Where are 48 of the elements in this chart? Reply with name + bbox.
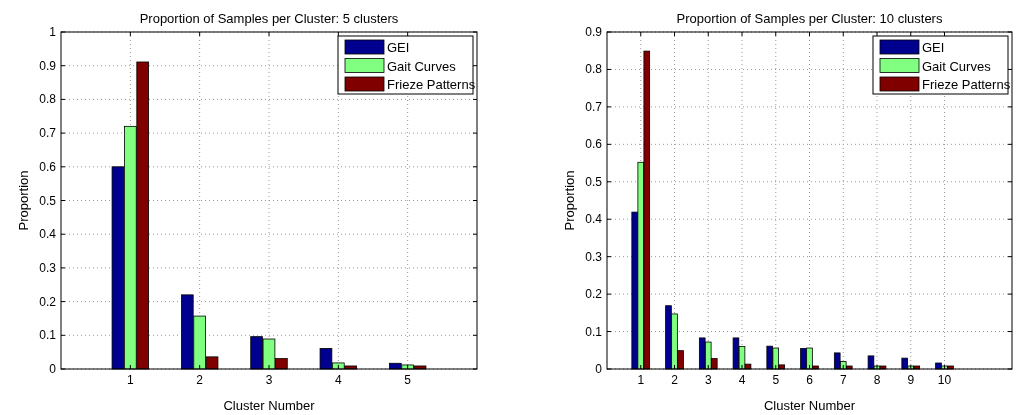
legend-label: Gait Curves [922,58,992,74]
x-axis-title: Cluster Number [223,398,316,413]
y-tick-label: 0.9 [39,58,57,73]
y-tick-label: 0.5 [585,174,603,189]
x-tick-label: 3 [704,373,712,387]
x-tick-label: 9 [907,373,915,387]
legend-label: GEI [922,40,945,55]
y-tick-label: 0.4 [39,227,57,242]
x-tick-label: 4 [334,373,342,387]
chart-title: Proportion of Samples per Cluster: 5 clusters [139,11,399,26]
y-tick-label: 0.5 [39,193,57,208]
y-tick-label: 0.1 [585,324,603,339]
legend-label: GEI [387,40,410,55]
y-tick-label: 0.6 [585,137,603,152]
x-tick-label: 1 [126,373,134,387]
x-tick-label: 7 [839,373,847,387]
y-tick-label: 0.1 [39,328,57,343]
y-tick-label: 0.8 [585,62,603,77]
y-tick-label: 0.2 [585,287,603,302]
y-axis-title: Proportion [562,170,577,231]
y-tick-label: 0.3 [585,249,603,264]
y-tick-label: 0.4 [585,212,603,227]
y-axis-title: Proportion [16,170,31,231]
chart-title: Proportion of Samples per Cluster: 10 clusters [676,11,943,26]
x-tick-label: 6 [806,373,814,387]
x-tick-label: 2 [196,373,204,387]
x-tick-label: 3 [265,373,273,387]
x-tick-label: 5 [772,373,780,387]
x-tick-label: 2 [671,373,679,387]
y-tick-label: 0.9 [585,25,603,39]
y-tick-label: 0.6 [39,159,57,174]
x-tick-label: 10 [937,373,952,387]
y-tick-label: 0.7 [39,126,57,141]
y-tick-label: 0.7 [585,99,603,114]
legend-label: Frieze Patterns [922,77,1011,92]
x-tick-label: 1 [637,373,645,387]
y-tick-label: 0.8 [39,92,57,107]
y-tick-label: 0.3 [39,260,57,275]
y-tick-label: 0.2 [39,294,57,309]
y-tick-label: 0 [595,362,603,376]
y-tick-label: 1 [49,25,57,39]
y-tick-label: 0 [49,362,57,376]
x-tick-label: 5 [404,373,412,387]
legend-label: Gait Curves [387,58,457,74]
x-tick-label: 8 [873,373,881,387]
x-axis-title: Cluster Number [763,398,856,413]
legend-label: Frieze Patterns [387,77,476,92]
x-tick-label: 4 [738,373,746,387]
